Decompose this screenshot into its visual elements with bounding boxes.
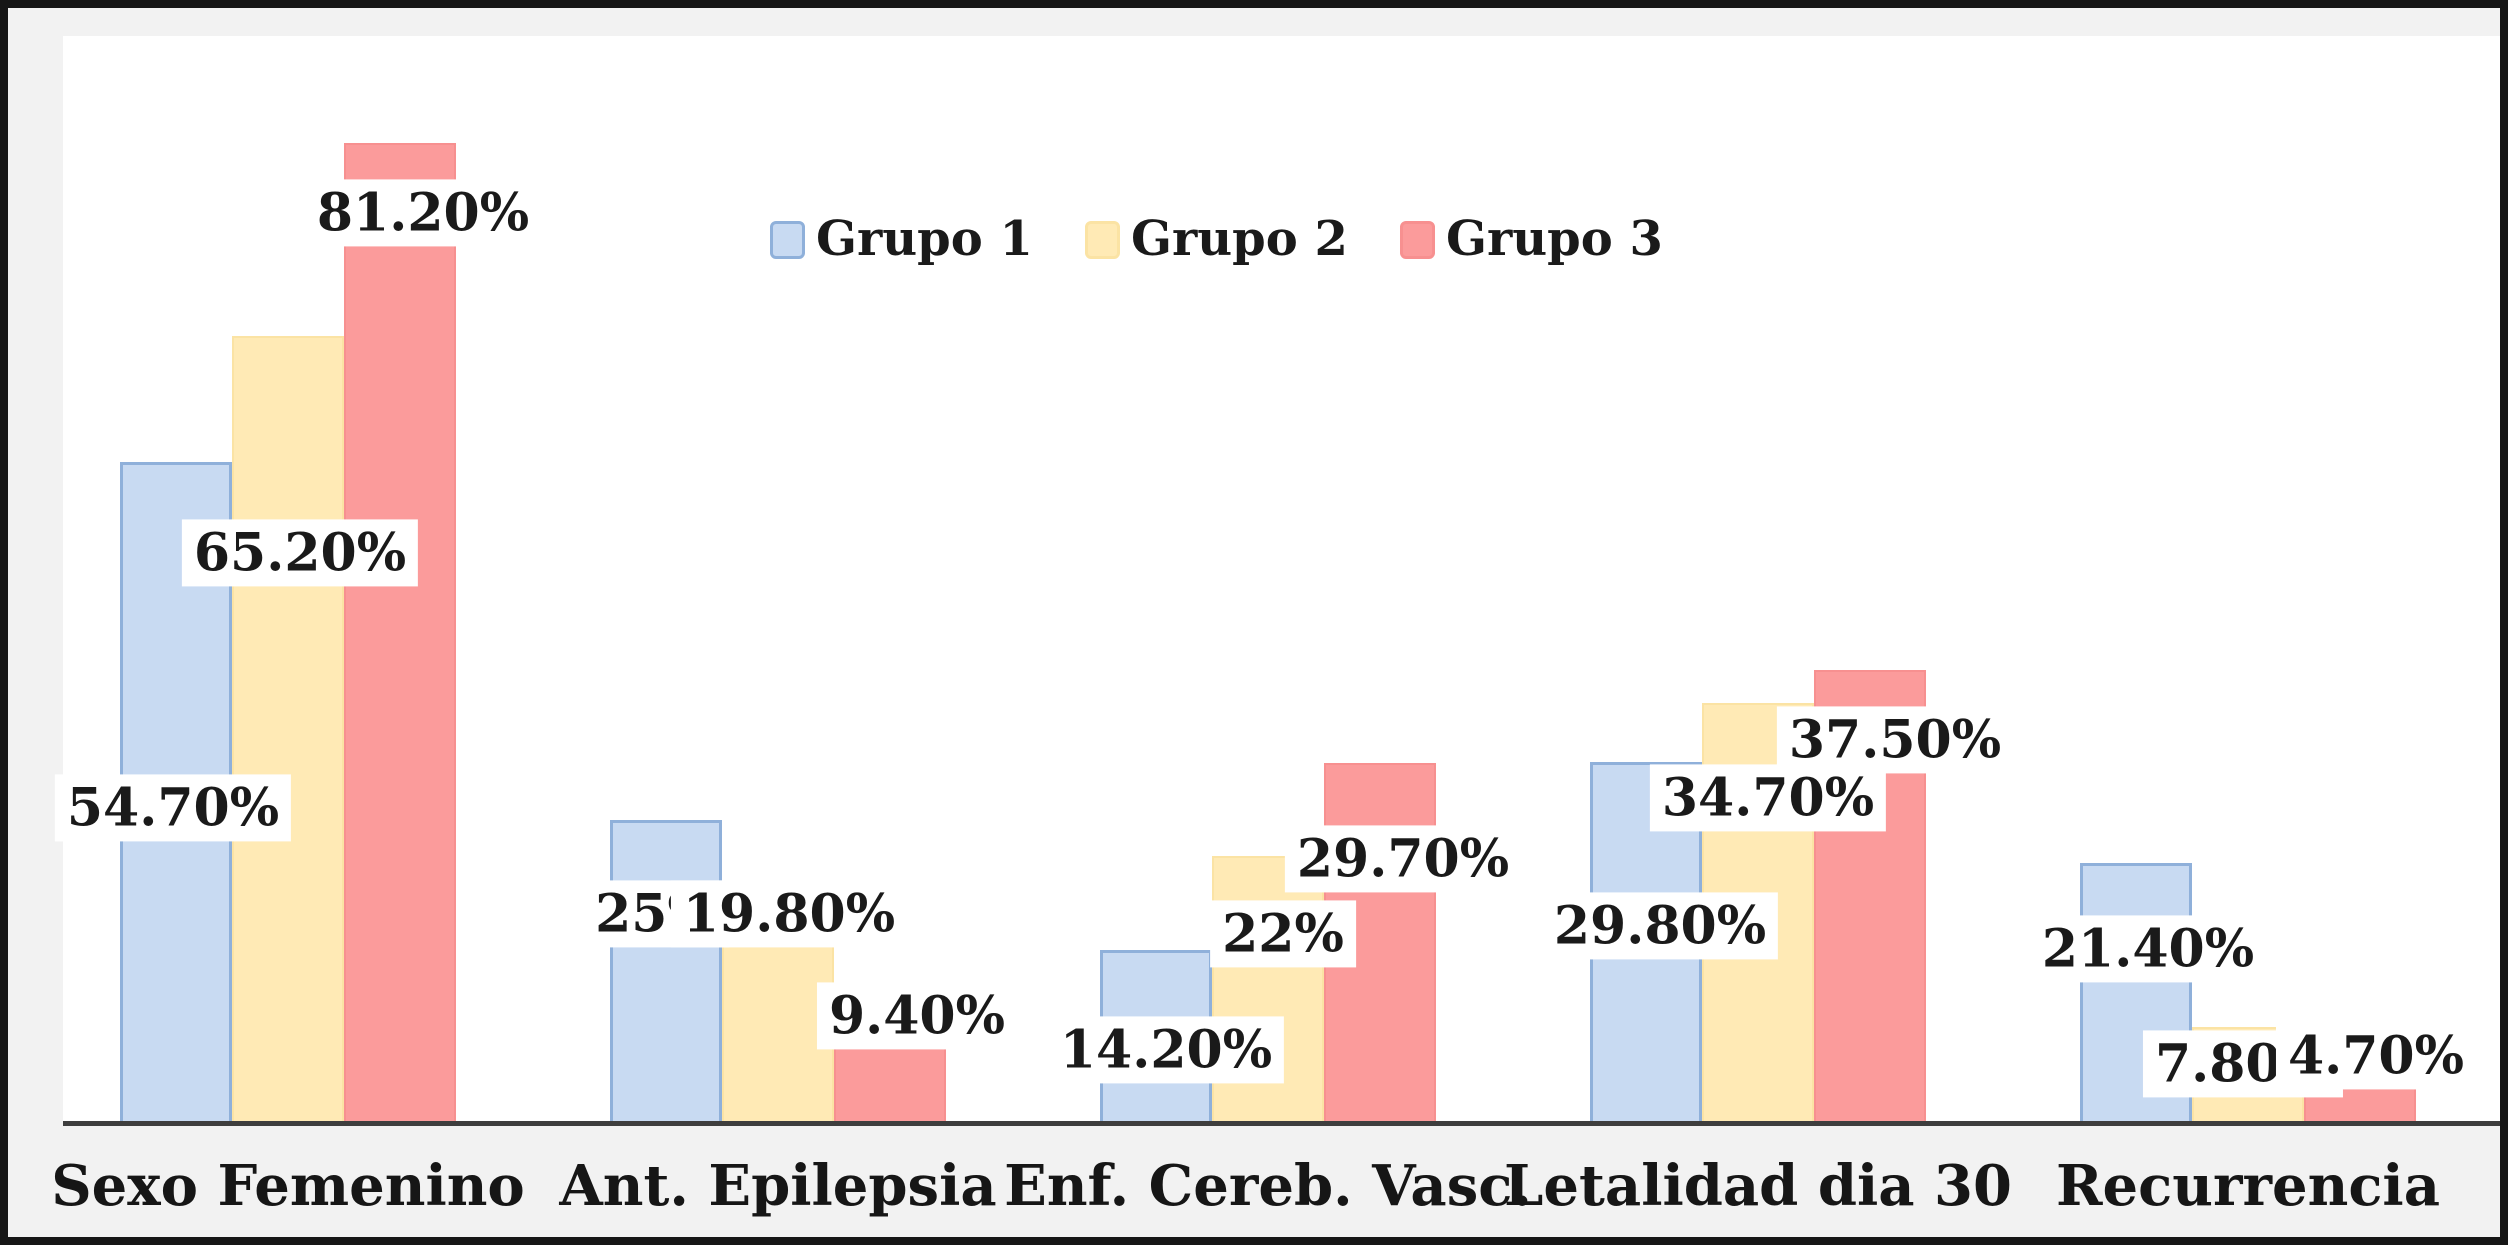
data-label-grupo-3-enf-cereb-vasc: 29.70% — [1284, 825, 1522, 893]
legend: Grupo 1 Grupo 2 Grupo 3 — [8, 8, 2500, 1237]
bar-grupo-2-sexo-femenino — [232, 336, 344, 1121]
legend-item-grupo-1: Grupo 1 — [770, 211, 1033, 267]
legend-swatch-grupo-2 — [1085, 220, 1120, 259]
data-label-grupo-1-recurrencia: 21.40% — [2029, 915, 2267, 983]
data-label-grupo-3-ant-epilepsia: 9.40% — [816, 982, 1018, 1050]
legend-item-grupo-3: Grupo 3 — [1400, 211, 1663, 267]
data-label-grupo-1-sexo-femenino: 54.70% — [54, 774, 292, 842]
data-label-grupo-2-sexo-femenino: 65.20% — [181, 519, 419, 587]
legend-label-grupo-3: Grupo 3 — [1446, 211, 1663, 267]
data-label-grupo-3-sexo-femenino: 81.20% — [304, 179, 542, 247]
category-label-ant-epilepsia: Ant. Epilepsia — [559, 1153, 997, 1219]
legend-label-grupo-2: Grupo 2 — [1131, 211, 1348, 267]
x-axis-line — [63, 1121, 2500, 1126]
data-label-grupo-3-letalidad-dia-30: 37.50% — [1776, 706, 2014, 774]
data-label-grupo-1-letalidad-dia-30: 29.80% — [1541, 892, 1779, 960]
category-label-recurrencia: Recurrencia — [2056, 1153, 2440, 1219]
data-label-grupo-2-letalidad-dia-30: 34.70% — [1649, 764, 1887, 832]
data-label-grupo-1-enf-cereb-vasc: 14.20% — [1047, 1016, 1285, 1084]
category-label-sexo-femenino: Sexo Femenino — [51, 1153, 525, 1219]
legend-swatch-grupo-3 — [1400, 220, 1435, 259]
data-label-grupo-3-recurrencia: 4.70% — [2275, 1022, 2477, 1090]
category-label-letalidad-dia-30: Letalidad dia 30 — [1504, 1153, 2012, 1219]
data-labels-layer: 54.70% 65.20% 81.20% 25% 19.80% 9.40% 14.20% 22… — [8, 8, 2500, 1237]
data-label-grupo-2-enf-cereb-vasc: 22% — [1210, 900, 1356, 968]
category-label-enf-cereb-vasc: Enf. Cereb. Vasc. — [1004, 1153, 1532, 1219]
bar-grupo-3-sexo-femenino — [344, 143, 456, 1121]
legend-label-grupo-1: Grupo 1 — [816, 211, 1033, 267]
category-axis-labels: Sexo Femenino Ant. Epilepsia Enf. Cereb. V… — [8, 8, 2500, 1237]
bar-grupo-1-ant-epilepsia — [610, 820, 722, 1121]
legend-item-grupo-2: Grupo 2 — [1085, 211, 1348, 267]
data-label-grupo-2-ant-epilepsia: 19.80% — [670, 880, 908, 948]
legend-swatch-grupo-1 — [770, 220, 805, 259]
